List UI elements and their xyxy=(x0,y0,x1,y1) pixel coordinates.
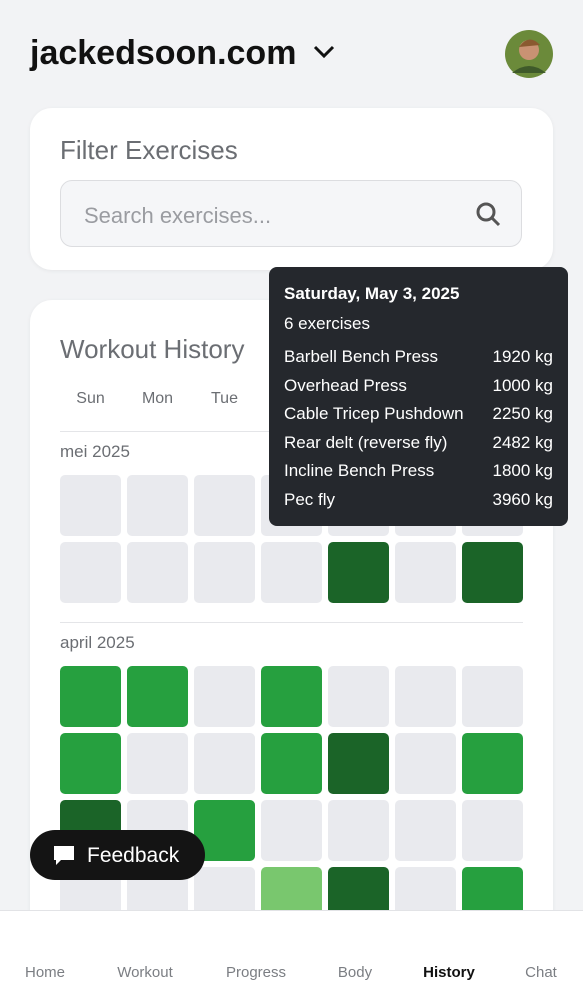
month-label: april 2025 xyxy=(60,633,135,652)
day-cell[interactable] xyxy=(194,475,255,536)
day-cell[interactable] xyxy=(462,733,523,794)
exercise-name: Cable Tricep Pushdown xyxy=(284,404,464,423)
avatar[interactable] xyxy=(504,29,554,79)
nav-label: Home xyxy=(24,964,65,981)
day-cell[interactable] xyxy=(395,800,456,861)
day-cell[interactable] xyxy=(127,666,188,727)
exercise-name: Overhead Press xyxy=(284,375,407,395)
nav-label: Workout xyxy=(117,964,173,981)
day-cell[interactable] xyxy=(261,666,322,727)
search-icon[interactable] xyxy=(475,201,501,227)
search-placeholder: Search exercises... xyxy=(84,203,272,228)
tooltip-row: Pec fly 3960 kg xyxy=(284,490,553,512)
tooltip-row: Incline Bench Press 1800 kg xyxy=(284,461,553,483)
tooltip-date: Saturday, May 3, 2025 xyxy=(284,284,460,303)
day-cell[interactable] xyxy=(261,733,322,794)
nav-item[interactable]: Home xyxy=(0,911,93,1000)
day-cell[interactable] xyxy=(395,733,456,794)
exercise-name: Barbell Bench Press xyxy=(284,347,439,366)
tooltip-row: Barbell Bench Press 1920 kg xyxy=(284,347,553,369)
feedback-button[interactable]: Feedback xyxy=(30,830,205,880)
exercise-name: Pec fly xyxy=(284,489,336,509)
day-cell[interactable] xyxy=(261,542,322,603)
weekday-label: Tue xyxy=(211,390,238,407)
day-cell[interactable] xyxy=(261,800,322,861)
exercise-weight: 1800 kg xyxy=(492,461,554,480)
day-cell[interactable] xyxy=(194,666,255,727)
search-input[interactable]: Search exercises... xyxy=(60,180,522,247)
exercise-weight: 1920 kg xyxy=(492,347,554,366)
weekday-label: Sun xyxy=(76,390,105,407)
feedback-label: Feedback xyxy=(87,844,180,867)
exercise-name: Incline Bench Press xyxy=(284,461,435,480)
tooltip-row: Cable Tricep Pushdown 2250 kg xyxy=(284,404,553,426)
day-cell[interactable] xyxy=(127,542,188,603)
day-cell[interactable] xyxy=(328,800,389,861)
filter-title: Filter Exercises xyxy=(60,135,238,165)
exercise-name: Rear delt (reverse fly) xyxy=(284,432,448,452)
nav-label: History xyxy=(423,964,475,981)
tooltip-row: Rear delt (reverse fly) 2482 kg xyxy=(284,433,553,455)
day-cell[interactable] xyxy=(127,733,188,794)
day-cell[interactable] xyxy=(395,542,456,603)
nav-item[interactable]: Workout xyxy=(97,911,193,1000)
history-title: Workout History xyxy=(60,334,245,364)
month-label: mei 2025 xyxy=(60,442,130,461)
divider xyxy=(60,622,523,623)
exercise-weight: 1000 kg xyxy=(492,375,554,395)
exercise-weight: 2482 kg xyxy=(492,432,554,452)
bottom-nav: Home Workout Progress Body History Chat xyxy=(0,910,583,1000)
day-cell[interactable] xyxy=(328,733,389,794)
feedback-icon xyxy=(54,846,74,865)
nav-item[interactable]: Chat xyxy=(493,911,583,1000)
day-cell[interactable] xyxy=(60,733,121,794)
day-cell[interactable] xyxy=(60,475,121,536)
day-cell[interactable] xyxy=(60,542,121,603)
day-cell[interactable] xyxy=(194,542,255,603)
day-cell[interactable] xyxy=(194,733,255,794)
day-cell[interactable] xyxy=(395,666,456,727)
day-cell[interactable] xyxy=(127,475,188,536)
tooltip-row: Overhead Press 1000 kg xyxy=(284,376,553,398)
day-cell[interactable] xyxy=(328,666,389,727)
day-cell[interactable] xyxy=(462,800,523,861)
nav-item[interactable]: Body xyxy=(307,911,403,1000)
weekday-label: Mon xyxy=(141,390,174,407)
day-tooltip: Saturday, May 3, 2025 6 exercises Barbel… xyxy=(269,267,568,526)
nav-item[interactable]: Progress xyxy=(208,911,304,1000)
nav-item[interactable]: History xyxy=(401,911,497,1000)
nav-label: Chat xyxy=(525,964,557,981)
tooltip-count: 6 exercises xyxy=(284,314,370,333)
nav-label: Progress xyxy=(225,964,287,981)
dropdown-chevron[interactable] xyxy=(312,44,336,60)
exercise-weight: 2250 kg xyxy=(492,404,554,423)
day-cell[interactable] xyxy=(60,666,121,727)
nav-label: Body xyxy=(337,964,373,981)
filter-card: Filter Exercises Search exercises... xyxy=(30,108,553,270)
site-title[interactable]: jackedsoon.com xyxy=(30,34,297,72)
day-cell[interactable] xyxy=(328,542,389,603)
exercise-weight: 3960 kg xyxy=(492,489,554,509)
day-cell[interactable] xyxy=(462,666,523,727)
day-cell[interactable] xyxy=(462,542,523,603)
